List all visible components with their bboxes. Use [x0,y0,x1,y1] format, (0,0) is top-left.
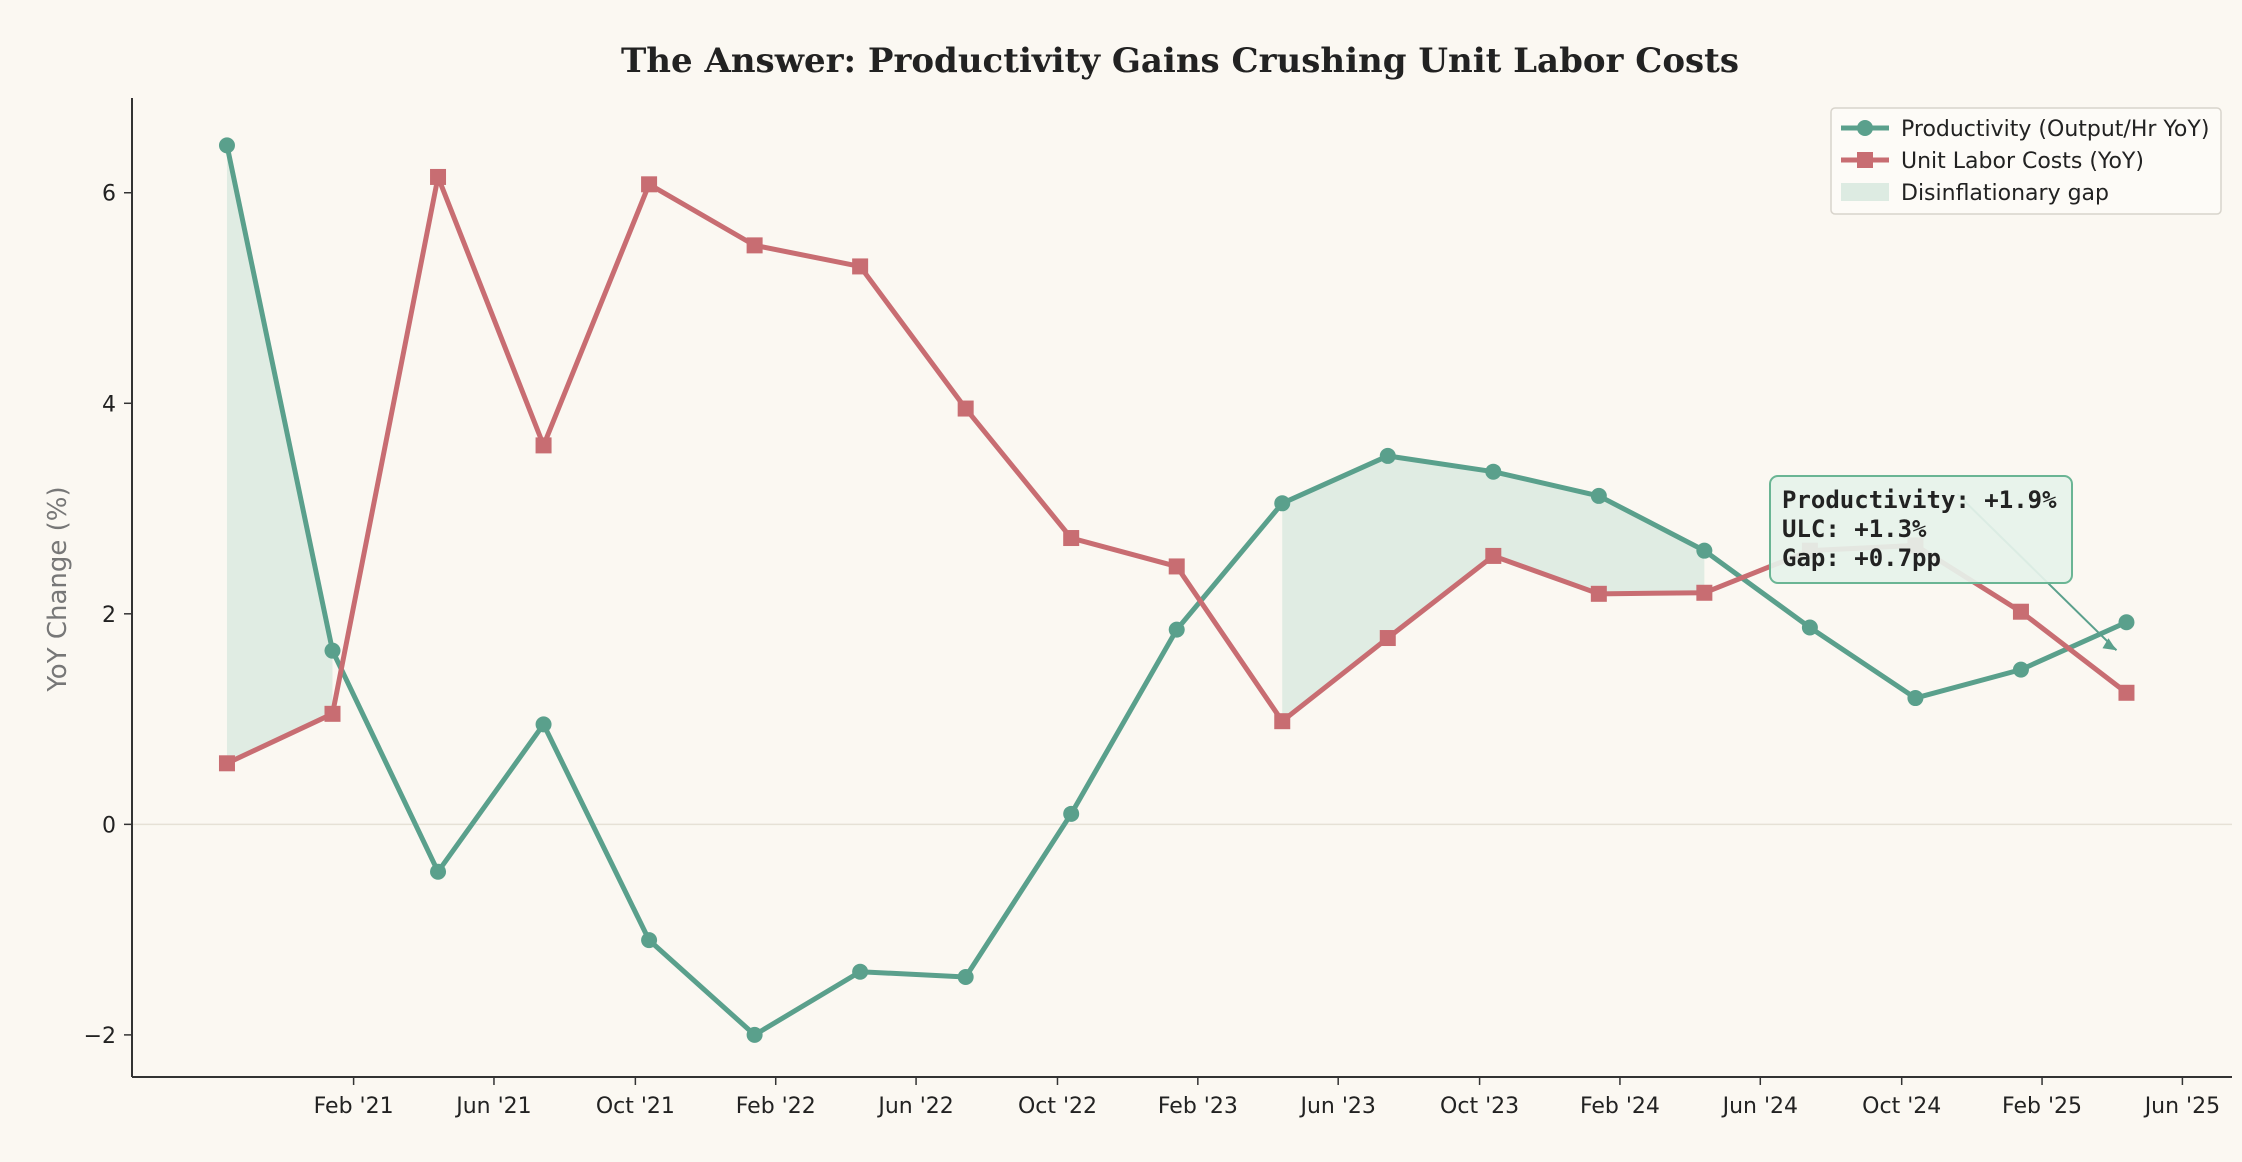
ulc-point [641,176,658,193]
axes [131,98,2232,1078]
x-tick-label: Jun '24 [1721,1094,1798,1119]
x-tick-label: Feb '21 [314,1094,394,1119]
legend-square-marker [1857,152,1873,168]
ulc-line [225,174,2128,766]
ulc-point [218,755,235,772]
ulc-point [430,168,447,185]
legend-gap-swatch [1841,183,1889,201]
productivity-point [324,642,341,659]
ulc-point [852,258,869,275]
x-tick-label: Jun '21 [454,1094,531,1119]
y-tick-label: 2 [102,603,116,628]
x-tick-label: Oct '23 [1440,1094,1519,1119]
ulc-point [324,705,341,722]
y-axis-label: YoY Change (%) [43,486,73,692]
x-tick-label: Oct '24 [1862,1094,1941,1119]
productivity-point [2118,614,2135,631]
annotation-line: Productivity: +1.9% [1782,486,2057,514]
ulc-point [1485,547,1502,564]
productivity-point [957,968,974,985]
ulc-point [1379,630,1396,647]
x-tick-label: Oct '21 [596,1094,675,1119]
unit-labor-costs-series [218,168,2135,772]
productivity-point [1696,542,1713,559]
productivity-point [1590,487,1607,504]
productivity-point [1063,805,1080,822]
legend-label: Disinflationary gap [1901,181,2109,206]
ulc-point [1590,585,1607,602]
y-tick-label: 4 [102,392,116,417]
ulc-point [2118,684,2135,701]
disinflationary-gap-fill [226,145,1705,764]
productivity-point [852,963,869,980]
legend: Productivity (Output/Hr YoY) Unit Labor C… [1830,107,2222,215]
productivity-point [746,1026,763,1043]
ulc-point [535,437,552,454]
annotation: Productivity: +1.9%ULC: +1.3%Gap: +0.7pp [1769,475,2118,651]
chart-title: The Answer: Productivity Gains Crushing … [621,41,1739,81]
legend-circle-marker [1857,120,1873,136]
ulc-point [1063,530,1080,547]
productivity-point [1274,495,1291,512]
productivity-point [2012,661,2029,678]
gap-fill-region-0 [226,145,333,764]
x-tick-label: Feb '25 [2002,1094,2082,1119]
annotation-box [1769,475,2073,584]
productivity-point [1801,619,1818,636]
x-tick-label: Oct '22 [1018,1094,1097,1119]
x-tick-label: Feb '24 [1580,1094,1660,1119]
productivity-series [218,137,2135,1043]
productivity-point [641,932,658,949]
annotation-line: Gap: +0.7pp [1782,544,1941,572]
x-tick-label: Feb '23 [1158,1094,1238,1119]
productivity-point [1379,447,1396,464]
ulc-point [2012,603,2029,620]
x-tick-label: Jun '25 [2143,1094,2220,1119]
legend-label: Productivity (Output/Hr YoY) [1901,117,2209,142]
tick-labels: −2 0 2 4 6 Feb '21 Jun '21 Oct '21 Feb '22 Jun '2… [84,182,2221,1119]
productivity-line [224,144,2128,1038]
x-tick-label: Feb '22 [736,1094,816,1119]
y-tick-label: 6 [102,182,116,207]
ulc-point [1168,558,1185,575]
productivity-point [1907,690,1924,707]
productivity-point [1485,463,1502,480]
annotation-line: ULC: +1.3% [1782,515,1927,543]
legend-label: Unit Labor Costs (YoY) [1901,149,2144,174]
ulc-point [746,237,763,254]
x-tick-label: Jun '23 [1298,1094,1375,1119]
productivity-point [218,137,235,154]
productivity-point [1168,621,1185,638]
annotation-arrowhead [2102,638,2117,651]
ulc-point [957,400,974,417]
productivity-point [430,863,447,880]
x-tick-label: Jun '22 [876,1094,953,1119]
series-lines [218,137,2135,1043]
productivity-point [535,716,552,733]
y-tick-label: 0 [102,813,116,838]
ulc-point [1696,584,1713,601]
ulc-point [1274,713,1291,730]
legend-box [1830,107,2222,215]
gap-fill-region-1 [1282,455,1705,722]
y-tick-label: −2 [84,1024,116,1049]
